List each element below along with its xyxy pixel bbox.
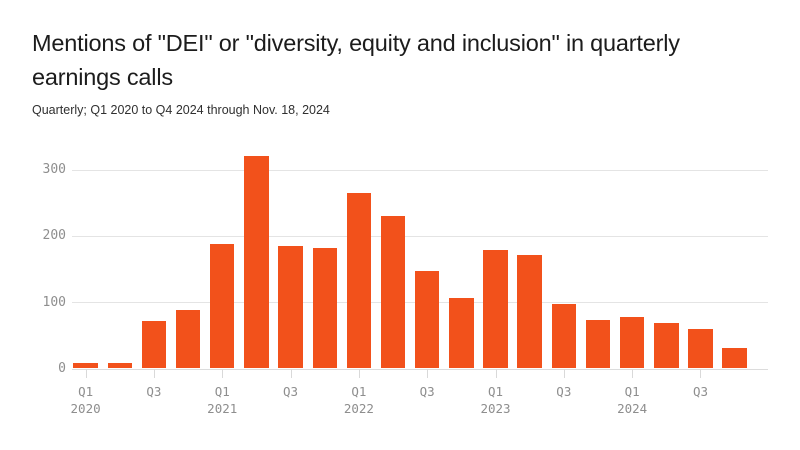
x-axis-quarter-label: Q3 xyxy=(146,384,162,399)
bar-q3-2021 xyxy=(278,245,303,369)
x-axis-tick xyxy=(222,368,224,378)
chart-subtitle: Quarterly; Q1 2020 to Q4 2024 through No… xyxy=(32,103,330,117)
x-axis-year-label: 2021 xyxy=(207,400,238,416)
bar-q4-2023 xyxy=(585,320,611,369)
x-axis-quarter-label: Q1 xyxy=(487,384,504,399)
x-axis-quarter-label: Q1 xyxy=(78,384,94,399)
x-axis-tick xyxy=(290,368,292,378)
bar-q4-2020 xyxy=(175,310,201,369)
bar-q4-2021 xyxy=(312,248,337,369)
bar-q2-2022 xyxy=(380,215,406,369)
bar-q2-2024 xyxy=(654,322,679,369)
y-gridline xyxy=(72,235,768,237)
bar-q1-2020 xyxy=(73,362,98,369)
x-axis-quarter-label: Q3 xyxy=(419,384,435,399)
bar-q3-2022 xyxy=(415,270,440,369)
x-axis-tick xyxy=(563,368,565,378)
bar-q4-2024 xyxy=(722,347,747,369)
bar-q2-2023 xyxy=(517,255,542,369)
x-axis-quarter-label: Q3 xyxy=(692,384,708,399)
chart-title: Mentions of "DEI" or "diversity, equity … xyxy=(32,30,680,90)
x-axis-tick xyxy=(153,368,155,378)
bar-q1-2023 xyxy=(483,250,508,369)
y-axis-tick-label: 0 xyxy=(58,361,66,376)
x-axis-year-label: 2023 xyxy=(480,400,511,416)
x-axis-year-label: 2024 xyxy=(617,400,648,416)
y-gridline xyxy=(72,169,768,171)
x-axis-quarter-label: Q1 xyxy=(624,384,640,399)
x-axis-quarter-label: Q3 xyxy=(283,384,299,399)
x-axis-quarter-label: Q3 xyxy=(556,384,572,399)
x-axis-year-label: 2020 xyxy=(70,400,101,416)
x-axis-quarter-label: Q1 xyxy=(351,384,367,399)
bar-q1-2021 xyxy=(210,244,235,369)
x-axis-tick xyxy=(700,368,702,378)
x-axis-tick xyxy=(495,368,497,378)
x-axis-line xyxy=(72,368,768,370)
bar-q1-2022 xyxy=(346,192,372,369)
y-axis-tick-label: 100 xyxy=(42,294,66,310)
bar-q3-2023 xyxy=(551,304,577,369)
y-axis-tick-label: 300 xyxy=(42,162,66,177)
bar-q2-2020 xyxy=(107,362,132,369)
x-axis-tick xyxy=(427,368,429,378)
y-axis-tick-label: 200 xyxy=(42,228,66,244)
x-axis-year-label: 2022 xyxy=(343,400,374,416)
bar-q2-2021 xyxy=(244,156,269,369)
x-axis-quarter-label: Q1 xyxy=(214,384,230,399)
bar-q1-2024 xyxy=(619,317,645,369)
bar-q3-2020 xyxy=(141,320,167,369)
x-axis-tick xyxy=(632,368,634,378)
bar-q4-2022 xyxy=(449,297,474,369)
bar-q3-2024 xyxy=(688,328,713,369)
x-axis-tick xyxy=(358,368,360,378)
x-axis-tick xyxy=(85,368,87,378)
